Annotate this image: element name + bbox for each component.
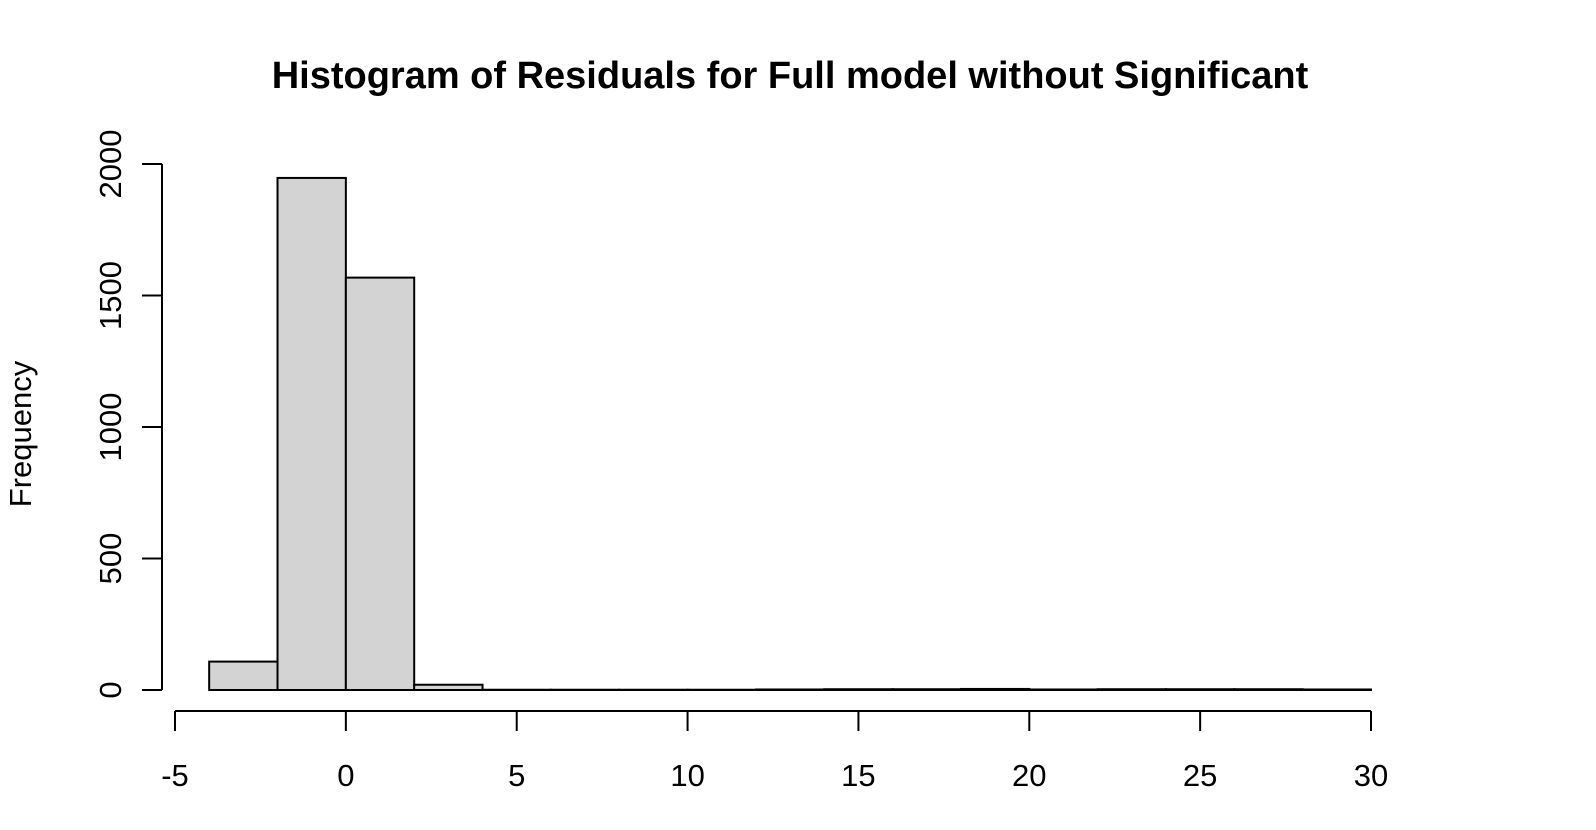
y-axis-label: Frequency	[3, 360, 38, 507]
histogram-bar	[959, 687, 1031, 691]
x-tick-label: 5	[508, 758, 525, 793]
y-tick-label: 1500	[93, 261, 128, 330]
histogram-bars	[208, 176, 1372, 692]
histogram-bar	[344, 276, 416, 691]
y-tick-label: 500	[93, 533, 128, 585]
y-tick-label: 1000	[93, 393, 128, 462]
x-tick-label: -5	[161, 758, 189, 793]
histogram-bar	[1028, 688, 1099, 691]
histogram-bar	[891, 688, 962, 691]
x-tick-label: 20	[1012, 758, 1046, 793]
histogram-bar	[1301, 688, 1372, 691]
chart-title: Histogram of Residuals for Full model wi…	[272, 55, 1309, 97]
y-axis: 0 500 1000 1500 2000	[93, 130, 163, 699]
histogram-bar	[1233, 688, 1304, 691]
histogram-bar	[413, 683, 484, 691]
x-tick-label: 10	[670, 758, 704, 793]
x-tick-label: 0	[337, 758, 354, 793]
histogram-bar	[1164, 688, 1236, 691]
histogram-bar	[823, 688, 894, 691]
histogram-bar	[208, 660, 279, 692]
x-tick-label: 25	[1183, 758, 1217, 793]
histogram-bar	[1096, 688, 1167, 691]
y-tick-label: 0	[93, 681, 128, 698]
x-axis: -5 0 5 10 15 20 25 30	[161, 710, 1388, 793]
x-tick-label: 15	[841, 758, 875, 793]
histogram-bar	[276, 176, 347, 691]
y-tick-label: 2000	[93, 130, 128, 199]
x-tick-label: 30	[1354, 758, 1388, 793]
histogram-bar	[754, 688, 826, 691]
